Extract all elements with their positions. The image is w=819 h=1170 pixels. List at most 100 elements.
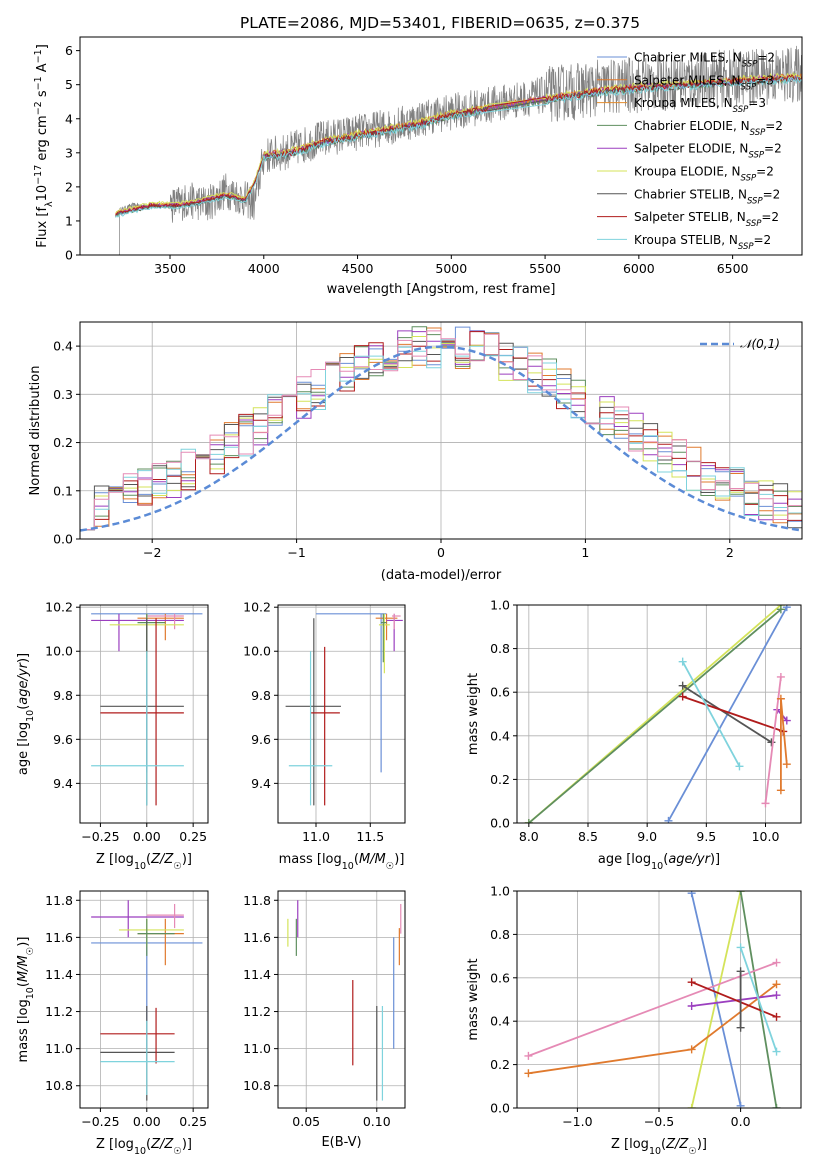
weight-series-8 [776,694,791,795]
weight-series-7 [736,967,745,1032]
label-part: ( [661,1137,666,1152]
y-tick-label: 10.0 [45,644,73,659]
errorbar-point-7 [310,646,340,806]
y-tick-label: 9.6 [251,732,271,747]
errorbar-point-6 [285,618,341,806]
axes-frame [79,36,803,256]
legend-entry: Kroupa STELIB, NSSP=2 [634,233,771,252]
y-tick-label: 11.6 [45,930,73,945]
axes-frame [277,604,406,824]
weight-marker [678,692,687,701]
y-tick-label: 1.0 [490,598,510,613]
y-tick-label: 9.6 [53,732,73,747]
residuals-panel: −2 −1 0 1 2 0.0 0.1 0.2 0.3 0.4 (data-model)/error… [28,321,803,583]
legend-text: Salpeter MILES, N [634,73,741,87]
legend-value: =2 [765,119,783,133]
y-axis-label: mass weight [466,673,481,755]
y-tick-label: 11.0 [243,1041,271,1056]
weight-line [764,676,782,804]
y-tick-label: 0.6 [490,685,510,700]
weight-line [682,684,772,744]
label-part: ☉ [25,947,36,956]
y-tick-label: 0.2 [53,435,73,450]
weight-line [780,698,788,791]
weight-line [682,695,784,733]
y-tick-label: 9.4 [53,776,73,791]
x-axis-label: Z [log10(Z/Z☉)] [96,1137,192,1157]
x-tick-label: 10.0 [752,829,780,844]
y-axis-label: mass weight [466,958,481,1040]
x-axis-label: Z [log10(Z/Z☉)] [96,852,192,872]
errorbar-point-8 [91,651,184,806]
label-part: ( [16,982,31,987]
label-part: ☉ [173,1146,182,1157]
label-part: )] [182,852,192,867]
label-part: A [35,63,50,76]
weight-marker [776,786,785,795]
weight-marker [524,1069,533,1078]
legend-entry: Chabrier ELODIE, NSSP=2 [634,119,783,138]
weight-line [681,661,741,767]
label-part: )] [710,852,720,867]
label-part: −2 [33,101,44,115]
y-tick-label: 0.4 [490,728,510,743]
label-part: ( [663,852,668,867]
weight-marker [687,978,696,987]
errorbar-point-8 [100,1020,175,1096]
label-part: ☉ [386,861,395,872]
label-part: −17 [33,165,44,185]
legend-sub: SSP [741,174,757,184]
axes-decoration: −1.0 −0.5 0.0 0.0 0.2 0.4 0.6 0.8 1.0 Z [log10(Z/… [466,884,802,1157]
plot-area [91,900,203,1101]
y-tick-label: 0.4 [490,1014,510,1029]
legend-text: Kroupa MILES, N [634,96,733,110]
weight-marker [736,943,745,952]
legend-value: =2 [764,142,782,156]
label-part: erg cm [35,115,50,164]
x-tick-label: 9.0 [637,829,657,844]
y-tick-label: 10.8 [45,1078,73,1093]
observed-spectrum-line [119,45,802,255]
legend-entry: Salpeter STELIB, NSSP=2 [634,210,779,229]
x-tick-label: 9.5 [696,829,716,844]
y-tick-label: 11.4 [243,967,271,982]
weight-line [528,961,777,1057]
legend-value: =2 [754,233,772,247]
x-tick-label: 8.0 [519,829,539,844]
weight-marker [735,762,744,771]
label-part: )] [16,937,31,947]
axes-decoration: 8.0 8.5 9.0 9.5 10.0 0.0 0.2 0.4 0.6 0.8 1.0 age [l… [466,598,802,872]
legend-entry: Chabrier STELIB, NSSP=2 [634,187,780,206]
label-part: age [log [598,852,651,867]
model-line-5 [115,71,802,214]
y-tick-label: 11.2 [45,1004,73,1019]
legend-entry: 𝒩(0,1) [740,337,780,351]
weight-series-5 [687,991,781,1011]
errorbar-point-2 [146,903,184,929]
axes-frame [516,604,802,824]
y-tick-label: 0.3 [53,387,73,402]
model-line-7 [115,74,802,216]
label-part: λ [44,201,55,207]
legend-value: =2 [757,51,775,65]
legend-value: =2 [763,187,781,201]
x-tick-label: −2 [143,545,161,560]
label-part: ( [146,1137,151,1152]
errorbar-point-2 [91,613,184,652]
plot-area [524,605,791,823]
y-tick-label: 11.4 [45,967,73,982]
weight-marker [524,819,533,823]
weight-marker [687,891,696,898]
y-tick-label: 2 [65,179,73,194]
label-part: mass [log [16,999,31,1062]
label-part: 10 [25,710,36,722]
weight-marker [772,958,781,967]
label-part: )] [16,653,31,663]
errorbar-point-3 [146,613,184,630]
label-part: 10 [649,1146,661,1157]
figure-title: PLATE=2086, MJD=53401, FIBERID=0635, z=0… [240,14,640,32]
y-tick-label: 0.4 [53,339,73,354]
label-part: ( [146,852,151,867]
x-tick-label: 5000 [435,261,467,276]
mass-vs-EBV-panel: 0.05 0.10 10.8 11.0 11.2 11.4 11.6 11.8 E(B-V) [243,890,406,1150]
